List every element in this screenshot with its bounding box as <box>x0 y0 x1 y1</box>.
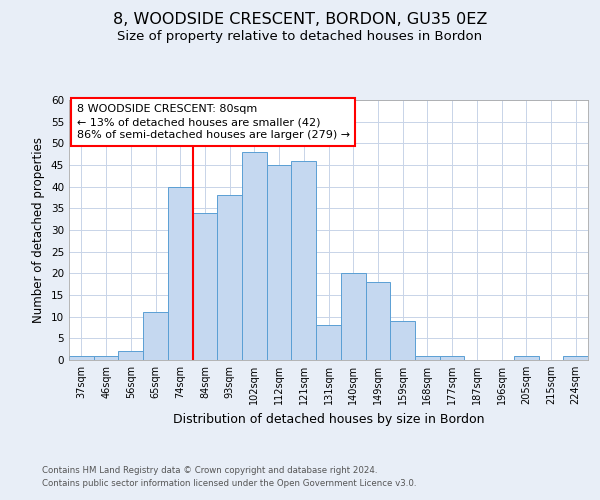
Bar <box>267 165 292 360</box>
Bar <box>143 312 168 360</box>
Bar <box>341 274 365 360</box>
X-axis label: Distribution of detached houses by size in Bordon: Distribution of detached houses by size … <box>173 412 484 426</box>
Bar <box>514 356 539 360</box>
Text: Contains public sector information licensed under the Open Government Licence v3: Contains public sector information licen… <box>42 479 416 488</box>
Text: 8, WOODSIDE CRESCENT, BORDON, GU35 0EZ: 8, WOODSIDE CRESCENT, BORDON, GU35 0EZ <box>113 12 487 28</box>
Bar <box>316 326 341 360</box>
Bar <box>118 352 143 360</box>
Bar <box>390 321 415 360</box>
Bar <box>365 282 390 360</box>
Y-axis label: Number of detached properties: Number of detached properties <box>32 137 46 323</box>
Text: 8 WOODSIDE CRESCENT: 80sqm
← 13% of detached houses are smaller (42)
86% of semi: 8 WOODSIDE CRESCENT: 80sqm ← 13% of deta… <box>77 104 350 141</box>
Bar <box>168 186 193 360</box>
Bar <box>69 356 94 360</box>
Bar <box>193 212 217 360</box>
Bar <box>242 152 267 360</box>
Text: Size of property relative to detached houses in Bordon: Size of property relative to detached ho… <box>118 30 482 43</box>
Bar <box>440 356 464 360</box>
Bar <box>415 356 440 360</box>
Text: Contains HM Land Registry data © Crown copyright and database right 2024.: Contains HM Land Registry data © Crown c… <box>42 466 377 475</box>
Bar <box>94 356 118 360</box>
Bar <box>292 160 316 360</box>
Bar <box>563 356 588 360</box>
Bar <box>217 196 242 360</box>
